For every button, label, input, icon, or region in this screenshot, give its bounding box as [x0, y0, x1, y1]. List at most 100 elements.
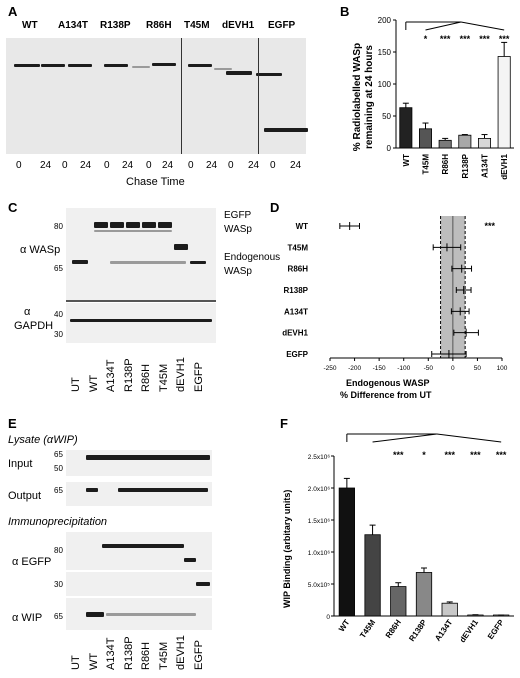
- x-tick-label: 50: [474, 365, 482, 372]
- panel-c-endogenous-label: Endogenous: [224, 252, 281, 263]
- panel-a-lane-devh1: dEVH1: [222, 20, 255, 31]
- significance-marker: ***: [484, 221, 495, 231]
- lane-label: EGFP: [192, 362, 205, 392]
- bar: [419, 128, 432, 149]
- x-tick-label: R138P: [461, 153, 470, 178]
- panel-e-label: E: [8, 416, 17, 431]
- mw-40: 40: [54, 310, 63, 319]
- x-tick-label: A134T: [433, 618, 454, 643]
- bar: [390, 586, 407, 617]
- mw-output-65: 65: [54, 486, 63, 495]
- lane-label: EGFP: [192, 640, 205, 670]
- x-tick-label: R86H: [384, 618, 403, 640]
- sig-bracket: [436, 433, 502, 443]
- y-tick-label: 100: [378, 80, 392, 89]
- panel-c-gapdh-label-b: GAPDH: [14, 320, 54, 332]
- panel-c-divider: [66, 300, 216, 302]
- panel-e-blot-egfp1: [66, 532, 212, 570]
- chase-time-label: Chase Time: [126, 176, 185, 188]
- chase-time-24: 24: [122, 160, 134, 171]
- panel-a-lane-t45m: T45M: [184, 20, 210, 31]
- lane-label: R86H: [140, 641, 152, 670]
- significance-marker: ***: [440, 34, 451, 44]
- mw-80: 80: [54, 222, 63, 231]
- chase-time-24: 24: [248, 160, 260, 171]
- chase-time-0: 0: [228, 160, 234, 171]
- panel-c-blot-gapdh: [66, 303, 216, 343]
- x-tick-label: 100: [497, 365, 508, 372]
- panel-c-wasp-side-label: WASp: [224, 224, 252, 235]
- chase-time-0: 0: [270, 160, 276, 171]
- mw-input-50: 50: [54, 464, 63, 473]
- sig-bracket: [460, 21, 505, 31]
- lane-label: WT: [87, 652, 100, 670]
- bar: [399, 107, 413, 149]
- x-tick-label: WT: [402, 154, 411, 167]
- x-tick-label: T45M: [358, 618, 377, 640]
- row-label: R138P: [284, 286, 309, 295]
- x-tick-label: R138P: [407, 617, 429, 643]
- chase-time-0: 0: [16, 160, 22, 171]
- panel-e-ip-label: Immunoprecipitation: [8, 516, 108, 528]
- significance-marker: ***: [479, 34, 490, 44]
- y-tick-label: 1.5x10⁶: [308, 518, 331, 525]
- panel-b-ylabel-line1: % Radiolabelled WASp: [352, 42, 363, 152]
- mw-65: 65: [54, 264, 63, 273]
- panel-f-ylabel: WIP Binding (arbitary units): [282, 489, 292, 608]
- panel-c-gapdh-label-a: α: [24, 306, 31, 318]
- x-tick-label: -150: [373, 365, 386, 372]
- chase-time-24: 24: [80, 160, 92, 171]
- y-tick-label: 1.0x10⁶: [308, 550, 331, 557]
- lane-label: R138P: [122, 636, 135, 670]
- y-tick-label: 0: [387, 144, 392, 153]
- x-tick-label: -100: [397, 365, 410, 372]
- panel-a-label: A: [8, 4, 18, 19]
- panel-e-blot-output: [66, 482, 212, 506]
- row-label: EGFP: [286, 350, 308, 359]
- panel-d-xlabel-line2: % Difference from UT: [340, 390, 432, 400]
- y-tick-label: 5.0x10⁵: [308, 582, 331, 589]
- lane-label: R86H: [140, 363, 152, 392]
- lane-label: UT: [70, 377, 82, 392]
- panel-a-lane-a134t: A134T: [58, 20, 89, 31]
- significance-marker: *: [422, 450, 426, 460]
- panel-e-blot-input: [66, 450, 212, 476]
- y-tick-label: 150: [378, 48, 392, 57]
- panel-e-egfp-label: α EGFP: [12, 556, 52, 568]
- x-tick-label: -250: [323, 365, 336, 372]
- bar: [441, 602, 458, 617]
- panel-f-chart: 0 5.0x10⁵ 1.0x10⁶ 1.5x10⁶ 2.0x10⁶ 2.5x10⁶ WT T4…: [308, 433, 514, 645]
- panel-a-lane-egfp: EGFP: [268, 20, 296, 31]
- panel-c-label: C: [8, 200, 18, 215]
- x-tick-label: WT: [337, 618, 352, 633]
- x-tick-label: 0: [451, 365, 455, 372]
- panel-d-chart: -250 -200 -150 -100 -50 0 50 100 WT T45M R86H R138P…: [282, 216, 508, 372]
- significance-marker: *: [424, 34, 428, 44]
- panel-a-lane-r138p: R138P: [100, 20, 131, 31]
- y-tick-label: 0: [326, 614, 330, 621]
- mw-input-65: 65: [54, 450, 63, 459]
- row-label: dEVH1: [282, 329, 308, 338]
- lane-label: R138P: [122, 358, 135, 392]
- x-tick-label: -50: [424, 365, 434, 372]
- x-tick-label: dEVH1: [500, 153, 509, 179]
- x-tick-label: EGFP: [486, 617, 506, 641]
- lane-label: A134T: [105, 637, 117, 670]
- bar: [478, 137, 491, 149]
- chase-time-24: 24: [40, 160, 52, 171]
- chase-time-0: 0: [188, 160, 194, 171]
- significance-marker: ***: [460, 34, 471, 44]
- lane-label: A134T: [105, 359, 117, 392]
- x-tick-label: dEVH1: [458, 618, 480, 645]
- chase-time-0: 0: [146, 160, 152, 171]
- panel-d-xlabel-line1: Endogenous WASP: [346, 378, 430, 388]
- bar: [438, 139, 452, 149]
- lane-label: T45M: [157, 363, 170, 392]
- x-tick-label: A134T: [481, 154, 490, 178]
- bar: [458, 134, 472, 149]
- significance-marker: ***: [470, 450, 481, 460]
- mw-30: 30: [54, 330, 63, 339]
- panel-e-wip-label: α WIP: [12, 612, 43, 624]
- panel-d-label: D: [270, 200, 280, 215]
- x-tick-label: R86H: [441, 154, 450, 175]
